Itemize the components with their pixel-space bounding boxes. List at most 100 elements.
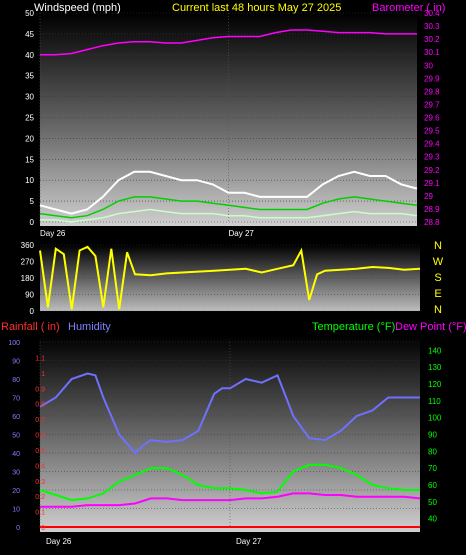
gust-line: [39, 170, 418, 215]
day-label: Day 26: [40, 229, 66, 238]
panel2-grid: [40, 244, 420, 312]
direction-tick: 180: [21, 274, 35, 283]
temperature-tick: 50: [428, 498, 437, 507]
rainfall-tick: 0.9: [35, 386, 45, 393]
rainfall-tick: 0.1: [35, 510, 45, 517]
humidity-tick: 50: [12, 433, 20, 440]
temperature-tick: 130: [428, 363, 442, 372]
rainfall-tick: 0.7: [35, 417, 45, 424]
windspeed-tick: 0: [30, 218, 35, 227]
rainfall-tick: 0.6: [35, 433, 45, 440]
humidity-tick: 80: [12, 377, 20, 384]
barometer-tick: 29.6: [424, 114, 440, 123]
barometer-tick: 29.5: [424, 127, 440, 136]
windspeed-tick: 30: [25, 93, 34, 102]
average-line: [39, 196, 418, 219]
humidity-tick: 40: [12, 451, 20, 458]
barometer-tick: 28.8: [424, 218, 440, 227]
direction-degree-tick-labels: 0 90 180 270 360: [21, 241, 35, 316]
windspeed-axis-label: Windspeed (mph): [34, 2, 121, 14]
direction-tick: 0: [30, 307, 35, 316]
humidity-tick: 90: [12, 359, 20, 366]
panel1-grid: [39, 12, 417, 223]
temperature-tick: 40: [428, 515, 437, 524]
temperature-tick: 120: [428, 380, 442, 389]
chart-title: Current last 48 hours May 27 2025: [172, 2, 341, 14]
barometer-tick: 29.1: [424, 179, 440, 188]
windspeed-tick: 35: [25, 72, 34, 81]
windspeed-tick: 50: [25, 9, 34, 18]
windspeed-tick: 40: [25, 51, 34, 60]
temperature-tick: 100: [428, 414, 442, 423]
humidity-tick: 0: [16, 525, 20, 532]
barometer-tick: 29.4: [424, 140, 440, 149]
panel1-background: [40, 13, 417, 226]
compass-label: W: [433, 256, 444, 268]
panel3-series: [39, 372, 421, 528]
rainfall-tick: 0.5: [35, 448, 45, 455]
compass-label: N: [434, 304, 442, 316]
barometer-tick: 30.4: [424, 9, 440, 18]
barometer-tick: 29.8: [424, 87, 440, 96]
windspeed-tick-labels: 0 5 10 15 20 25 30 35 40 45 50: [25, 9, 34, 227]
day-label: Day 27: [236, 537, 262, 546]
temperature-tick: 90: [428, 431, 437, 440]
barometer-tick: 29.7: [424, 100, 440, 109]
barometer-axis-label: Barometer ( in): [372, 2, 445, 14]
rainfall-tick: 0.8: [35, 402, 45, 409]
wind_direction-line: [39, 245, 421, 310]
temperature-line: [39, 463, 420, 502]
barometer-tick: 29.2: [424, 166, 440, 175]
compass-label: E: [434, 288, 441, 300]
barometer-tick: 30.1: [424, 48, 440, 57]
windspeed-tick: 5: [30, 197, 35, 206]
min-line: [40, 208, 418, 223]
humidity-line: [39, 372, 420, 455]
day-label: Day 26: [46, 537, 72, 546]
barometer-tick: 29.3: [424, 153, 440, 162]
rainfall-tick-labels: 0 0.1 0.2 0.3 0.4 0.5 0.6 0.7 0.8 0.9 1 1.1: [35, 355, 45, 532]
panel1-x-labels: Day 26 Day 27: [40, 229, 254, 238]
windspeed-tick: 15: [25, 155, 34, 164]
windspeed-tick: 10: [25, 176, 34, 185]
rainfall-tick: 0.4: [35, 463, 45, 470]
barometer-tick: 29: [424, 192, 433, 201]
dew_point-line: [40, 492, 421, 508]
barometer-tick: 30: [424, 61, 433, 70]
direction-tick: 270: [21, 258, 35, 267]
rainfall-tick: 1: [41, 371, 45, 378]
barometer-tick-labels: 28.8 28.9 29 29.1 29.2 29.3 29.4 29.5 29.6 29.7 29…: [424, 9, 440, 227]
humidity-tick-labels: 0 10 20 30 40 50 60 70 80 90 100: [8, 340, 20, 532]
humidity-tick: 60: [12, 414, 20, 421]
panel1-series: [39, 29, 418, 223]
panel3-x-labels: Day 26 Day 27: [46, 537, 262, 546]
windspeed-tick: 45: [25, 30, 34, 39]
humidity-axis-label: Humidity: [68, 321, 111, 333]
temperature-tick: 70: [428, 464, 437, 473]
temperature-tick: 140: [428, 346, 442, 355]
windspeed-tick: 25: [25, 114, 34, 123]
humidity-tick: 70: [12, 396, 20, 403]
temperature-axis-label: Temperature (°F): [312, 321, 395, 333]
dew-point-axis-label: Dew Point (°F): [395, 321, 466, 333]
barometer-tick: 30.2: [424, 35, 440, 44]
windspeed-tick: 20: [25, 134, 34, 143]
rainfall-tick: 0.3: [35, 479, 45, 486]
compass-label: S: [434, 272, 441, 284]
barometer-line: [40, 29, 417, 56]
temperature-tick: 60: [428, 481, 437, 490]
panel2-series: [39, 245, 421, 310]
temperature-tick: 110: [428, 397, 441, 406]
rainfall-tick: 1.1: [35, 355, 45, 362]
barometer-tick: 28.9: [424, 205, 440, 214]
humidity-tick: 10: [12, 507, 20, 514]
rainfall-axis-label: Rainfall ( in): [1, 321, 60, 333]
barometer-tick: 30.3: [424, 22, 440, 31]
compass-label: N: [434, 240, 442, 252]
humidity-tick: 30: [12, 470, 20, 477]
barometer-tick: 29.9: [424, 74, 440, 83]
